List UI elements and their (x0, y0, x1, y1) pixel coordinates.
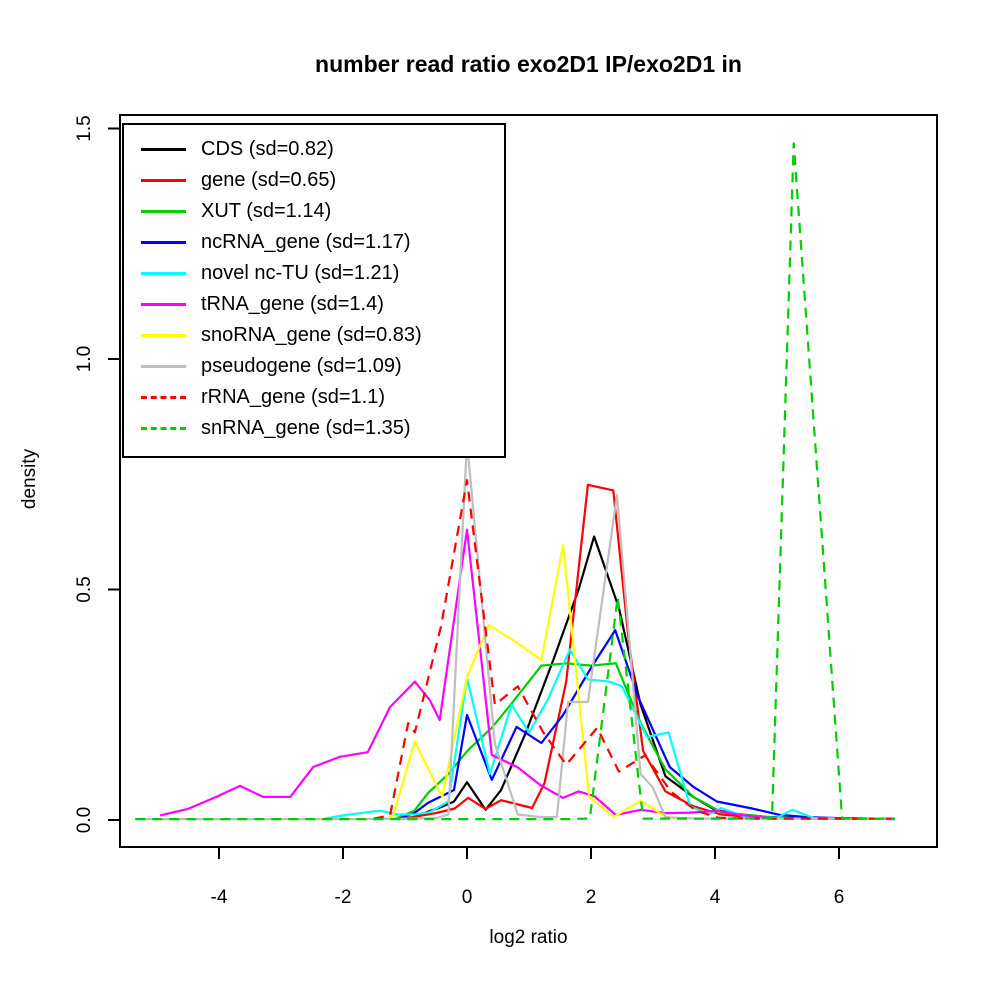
legend-line-sample (141, 210, 186, 213)
legend-label: novel nc-TU (sd=1.21) (201, 262, 400, 284)
legend-line-sample (141, 427, 186, 430)
legend-label: snRNA_gene (sd=1.35) (201, 417, 411, 439)
legend-line-sample (141, 179, 186, 182)
legend-label: snoRNA_gene (sd=0.83) (201, 324, 422, 346)
legend-item: novel nc-TU (sd=1.21) (124, 258, 504, 289)
legend-line-sample (141, 148, 186, 151)
legend-item: XUT (sd=1.14) (124, 196, 504, 227)
series-line-rrna-gene (373, 479, 894, 820)
series-line-xut (395, 662, 895, 820)
y-axis-label: density (19, 448, 40, 510)
series-line-ncrna-gene (398, 628, 895, 821)
legend-line-sample (141, 241, 186, 244)
y-tick-label: 0.5 (74, 576, 95, 602)
legend-line-sample (141, 365, 186, 368)
legend-label: gene (sd=0.65) (201, 169, 337, 191)
legend-item: snRNA_gene (sd=1.35) (124, 413, 504, 444)
x-tick-label: 2 (586, 887, 597, 908)
x-tick-label: -4 (211, 887, 228, 908)
legend-item: snoRNA_gene (sd=0.83) (124, 320, 504, 351)
legend-line-sample (141, 303, 186, 306)
y-tick-label: 1.5 (74, 115, 95, 141)
x-tick-label: 4 (710, 887, 721, 908)
chart-title: number read ratio exo2D1 IP/exo2D1 in (315, 51, 742, 77)
legend-item: CDS (sd=0.82) (124, 134, 504, 165)
legend-item: pseudogene (sd=1.09) (124, 351, 504, 382)
legend-label: tRNA_gene (sd=1.4) (201, 293, 384, 315)
legend-item: rRNA_gene (sd=1.1) (124, 382, 504, 413)
legend-line-sample (141, 396, 186, 399)
x-tick-label: 6 (834, 887, 845, 908)
legend-item: tRNA_gene (sd=1.4) (124, 289, 504, 320)
legend-line-sample (141, 334, 186, 337)
x-tick-label: -2 (335, 887, 352, 908)
legend-label: XUT (sd=1.14) (201, 200, 332, 222)
series-line-snorna-gene (385, 544, 675, 820)
legend-box: CDS (sd=0.82) gene (sd=0.65) XUT (sd=1.14)… (122, 123, 506, 458)
series-line-pseudogene (135, 440, 895, 821)
legend-line-sample (141, 272, 186, 275)
series-line-cds (401, 535, 895, 821)
legend-label: pseudogene (sd=1.09) (201, 355, 402, 377)
series-line-snrna-gene (135, 142, 895, 821)
y-tick-label: 1.0 (74, 346, 95, 372)
plot-border (119, 114, 938, 848)
x-axis-label: log2 ratio (489, 927, 568, 948)
legend-item: ncRNA_gene (sd=1.17) (124, 227, 504, 258)
legend-label: rRNA_gene (sd=1.1) (201, 386, 385, 408)
legend-label: ncRNA_gene (sd=1.17) (201, 231, 411, 253)
series-line-novel-nc-tu (324, 648, 895, 821)
legend-item: gene (sd=0.65) (124, 165, 504, 196)
x-tick-label: 0 (462, 887, 473, 908)
y-tick-label: 0.0 (74, 807, 95, 833)
legend-label: CDS (sd=0.82) (201, 138, 334, 160)
